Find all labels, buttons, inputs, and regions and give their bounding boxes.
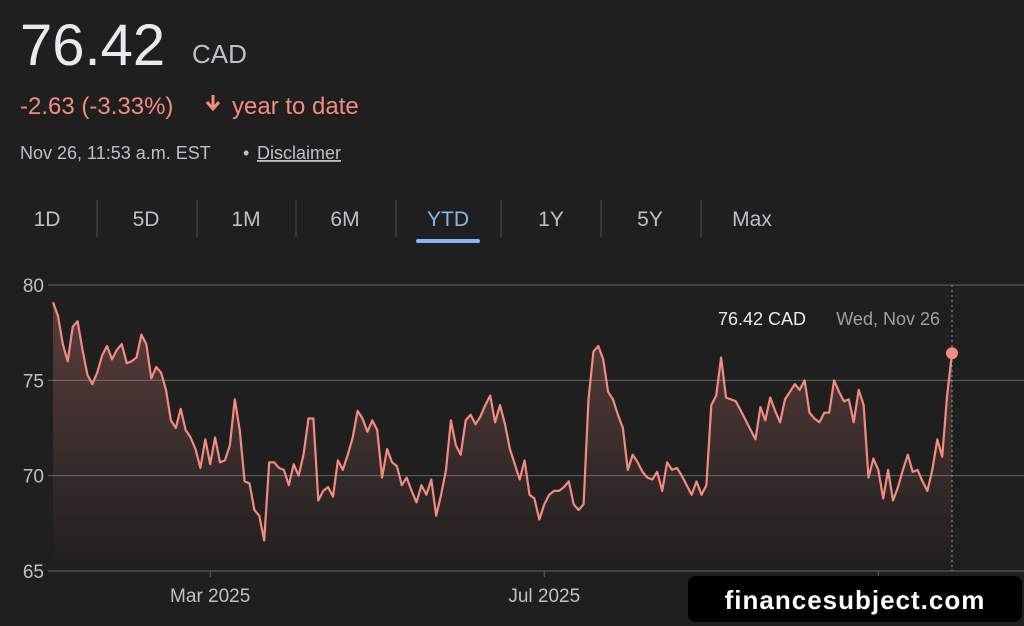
y-tick-label: 65 [23, 562, 44, 583]
last-point [946, 347, 958, 360]
change: -2.63 (-3.33%) [20, 93, 173, 120]
price: 76.42 [20, 13, 165, 78]
range-tab[interactable]: 6M [330, 208, 359, 231]
y-tick-label: 70 [23, 467, 44, 488]
y-tick-label: 75 [23, 371, 44, 392]
period: year to date [232, 93, 359, 120]
down-arrow [205, 95, 221, 112]
watermark: financesubject.com [725, 585, 986, 615]
tooltip-value: 76.42 CAD [718, 309, 806, 329]
range-tab[interactable]: Max [732, 208, 772, 231]
watermark-box [688, 576, 1022, 622]
tooltip-date: Wed, Nov 26 [836, 309, 940, 329]
range-tab[interactable]: 5Y [637, 208, 663, 231]
y-tick-label: 80 [23, 276, 44, 297]
x-tick-label: Jul 2025 [508, 586, 580, 607]
range-tab[interactable]: 1Y [538, 208, 564, 231]
disclaimer-link[interactable]: Disclaimer [257, 143, 341, 163]
timestamp: Nov 26, 11:53 a.m. EST [20, 143, 211, 163]
range-tabs: 1D 5D 1M 6M YTD 1Y 5Y Max [34, 200, 772, 243]
separator: • [243, 143, 249, 163]
range-tab[interactable]: 1M [231, 208, 260, 231]
selected-tab-indicator [416, 239, 480, 243]
price-line [51, 301, 954, 542]
area-fill [53, 302, 952, 571]
range-tab[interactable]: YTD [427, 208, 469, 231]
range-tab[interactable]: 5D [133, 208, 160, 231]
x-tick-label: Mar 2025 [170, 586, 250, 607]
currency: CAD [192, 39, 247, 69]
range-tab[interactable]: 1D [34, 208, 61, 231]
